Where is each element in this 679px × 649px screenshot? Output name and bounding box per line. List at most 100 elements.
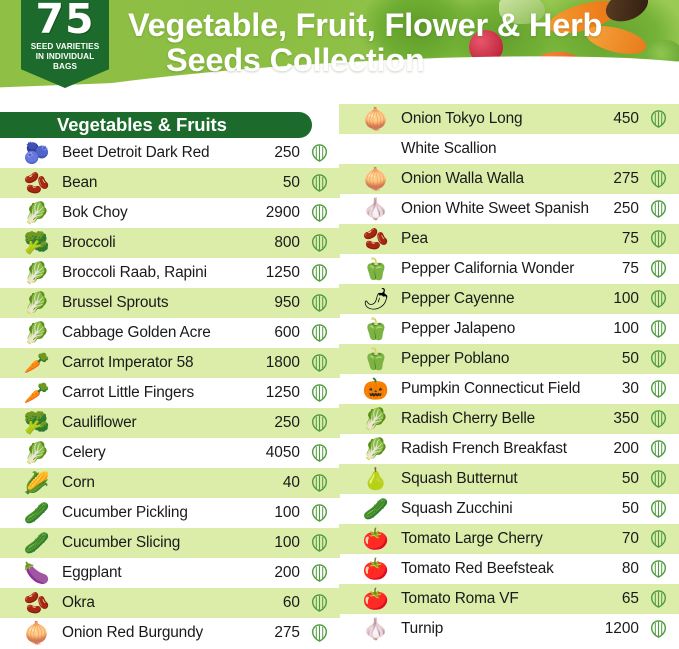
seed-row: 🧅 Onion Red Burgundy 275 bbox=[0, 618, 340, 648]
seed-name: Radish Cherry Belle bbox=[401, 410, 536, 427]
seed-name-continuation: White Scallion bbox=[401, 140, 497, 157]
seed-row: 🥒 Squash Zucchini 50 bbox=[339, 494, 679, 524]
cucumber-icon: 🥒 bbox=[23, 501, 51, 525]
corn-icon: 🌽 bbox=[23, 471, 51, 495]
broccoli-icon: 🥦 bbox=[23, 231, 51, 255]
seed-row: 🥦 Cauliflower 250 bbox=[0, 408, 340, 438]
seed-packet-icon bbox=[311, 564, 328, 582]
carrot-icon: 🥕 bbox=[23, 381, 51, 405]
seed-name: Broccoli Raab, Rapini bbox=[62, 264, 207, 281]
seed-row: 🫐 Beet Detroit Dark Red 250 bbox=[0, 138, 340, 168]
seed-quantity: 1800 bbox=[265, 354, 300, 371]
seed-name: Onion Red Burgundy bbox=[62, 624, 204, 641]
seed-packet-icon bbox=[311, 324, 328, 342]
cabbage-icon: 🥬 bbox=[23, 321, 51, 345]
butternut-squash-icon: 🍐 bbox=[362, 467, 390, 491]
seed-quantity: 75 bbox=[621, 260, 639, 277]
seed-packet-icon bbox=[311, 234, 328, 252]
seed-name: Pepper California Wonder bbox=[401, 260, 575, 277]
chili-pepper-icon: 🌶 bbox=[362, 287, 390, 311]
seed-row: 🥕 Carrot Little Fingers 1250 bbox=[0, 378, 340, 408]
seed-quantity: 275 bbox=[613, 170, 639, 187]
seed-name: Squash Zucchini bbox=[401, 500, 513, 517]
seed-packet-icon bbox=[311, 414, 328, 432]
seed-row: 🌽 Corn 40 bbox=[0, 468, 340, 498]
seed-packet-icon bbox=[650, 170, 667, 188]
onion-red-icon: 🧅 bbox=[23, 621, 51, 645]
seed-row: 🫑 Pepper Poblano 50 bbox=[339, 344, 679, 374]
seed-name: Turnip bbox=[401, 620, 444, 637]
seed-packet-icon bbox=[311, 204, 328, 222]
seed-quantity: 275 bbox=[274, 624, 300, 641]
seed-packet-icon bbox=[311, 594, 328, 613]
seed-packet-icon bbox=[311, 234, 328, 253]
bean-icon: 🫘 bbox=[23, 171, 51, 195]
seed-row: 🍅 Tomato Large Cherry 70 bbox=[339, 524, 679, 554]
seed-name: Radish French Breakfast bbox=[401, 440, 567, 457]
seed-quantity: 200 bbox=[613, 440, 639, 457]
seed-packet-icon bbox=[311, 144, 328, 162]
seed-name: Bean bbox=[62, 174, 98, 191]
seed-quantity: 250 bbox=[274, 144, 300, 161]
seed-quantity: 50 bbox=[621, 350, 639, 367]
seed-packet-icon bbox=[650, 290, 667, 309]
seed-quantity: 100 bbox=[613, 320, 639, 337]
okra-icon: 🫘 bbox=[23, 591, 51, 615]
pea-icon: 🫘 bbox=[362, 227, 390, 251]
radish-icon: 🥬 bbox=[362, 407, 390, 431]
seed-name: Bok Choy bbox=[62, 204, 128, 221]
seed-packet-icon bbox=[650, 590, 667, 609]
seed-packet-icon bbox=[650, 620, 667, 638]
badge-subtitle: SEED VARIETIES IN INDIVIDUAL BAGS bbox=[21, 42, 109, 73]
right-column: 🧅 Onion Tokyo Long 450 White Scallion 🧅 Onion… bbox=[339, 104, 679, 649]
pumpkin-icon: 🎃 bbox=[362, 377, 390, 401]
seed-quantity: 50 bbox=[621, 470, 639, 487]
seed-name: Tomato Red Beefsteak bbox=[401, 560, 554, 577]
turnip-icon: 🧄 bbox=[362, 617, 390, 641]
seed-packet-icon bbox=[650, 470, 667, 489]
seed-packet-icon bbox=[311, 474, 328, 492]
seed-packet-icon bbox=[311, 624, 328, 643]
seed-quantity: 1250 bbox=[265, 384, 300, 401]
seed-row: 🎃 Pumpkin Connecticut Field 30 bbox=[339, 374, 679, 404]
seed-quantity: 100 bbox=[613, 290, 639, 307]
seed-packet-icon bbox=[650, 320, 667, 339]
seed-packet-icon bbox=[650, 290, 667, 308]
seed-packet-icon bbox=[650, 350, 667, 369]
seed-quantity: 70 bbox=[621, 530, 639, 547]
seed-row: 🫘 Okra 60 bbox=[0, 588, 340, 618]
seed-packet-icon bbox=[311, 534, 328, 553]
seed-packet-icon bbox=[311, 294, 328, 312]
seed-row: 🍅 Tomato Roma VF 65 bbox=[339, 584, 679, 614]
radish-icon: 🥬 bbox=[362, 437, 390, 461]
seed-row: 🧄 Onion White Sweet Spanish 250 bbox=[339, 194, 679, 224]
seed-name: Pea bbox=[401, 230, 428, 247]
eggplant-icon: 🍆 bbox=[23, 561, 51, 585]
seed-quantity: 50 bbox=[282, 174, 300, 191]
seed-row: 🥬 Brussel Sprouts 950 bbox=[0, 288, 340, 318]
seed-packet-icon bbox=[311, 414, 328, 433]
seed-packet-icon bbox=[311, 474, 328, 493]
seed-packet-icon bbox=[311, 384, 328, 402]
seed-row: 🥬 Broccoli Raab, Rapini 1250 bbox=[0, 258, 340, 288]
seed-quantity: 100 bbox=[274, 534, 300, 551]
seed-packet-icon bbox=[311, 204, 328, 223]
zucchini-icon: 🥒 bbox=[362, 497, 390, 521]
seed-packet-icon bbox=[650, 230, 667, 248]
seed-name: Tomato Large Cherry bbox=[401, 530, 543, 547]
seed-name: Celery bbox=[62, 444, 106, 461]
seed-quantity: 350 bbox=[613, 410, 639, 427]
seed-name: Pepper Poblano bbox=[401, 350, 510, 367]
seed-quantity: 250 bbox=[274, 414, 300, 431]
seed-packet-icon bbox=[311, 144, 328, 163]
cherry-tomato-icon: 🍅 bbox=[362, 527, 390, 551]
badge-line-3: BAGS bbox=[52, 62, 78, 72]
seed-quantity: 1200 bbox=[604, 620, 639, 637]
seed-row: 🥬 Celery 4050 bbox=[0, 438, 340, 468]
seed-name: Pepper Jalapeno bbox=[401, 320, 516, 337]
seed-quantity: 65 bbox=[621, 590, 639, 607]
roma-tomato-icon: 🍅 bbox=[362, 587, 390, 611]
seed-packet-icon bbox=[650, 200, 667, 218]
seed-packet-icon bbox=[650, 440, 667, 458]
